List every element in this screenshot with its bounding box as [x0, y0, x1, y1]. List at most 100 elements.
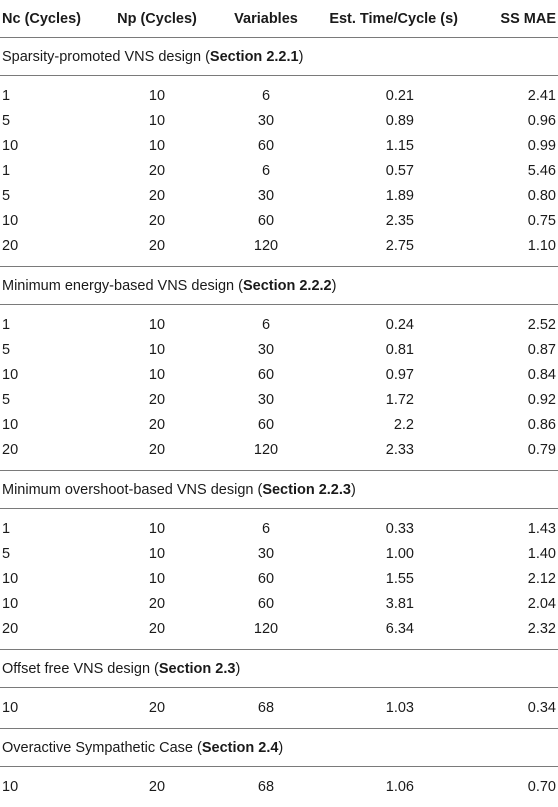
section-title-text: Sparsity-promoted VNS design ( — [2, 49, 210, 65]
cell-np: 10 — [98, 76, 216, 110]
cell-nc: 10 — [0, 134, 98, 159]
header-row: Nc (Cycles) Np (Cycles) Variables Est. T… — [0, 0, 558, 38]
cell-nc: 10 — [0, 363, 98, 388]
cell-est-time: 0.57 — [316, 159, 460, 184]
cell-np: 20 — [98, 388, 216, 413]
cell-np: 20 — [98, 159, 216, 184]
cell-np: 10 — [98, 363, 216, 388]
cell-est-time: 1.89 — [316, 184, 460, 209]
header-variables: Variables — [216, 0, 316, 38]
table-header: Nc (Cycles) Np (Cycles) Variables Est. T… — [0, 0, 558, 38]
cell-est-time: 0.24 — [316, 305, 460, 339]
cell-np: 20 — [98, 617, 216, 650]
section-title-close: ) — [332, 278, 337, 294]
cell-est-time: 2.33 — [316, 438, 460, 471]
cell-variables: 6 — [216, 159, 316, 184]
cell-variables: 68 — [216, 767, 316, 807]
cell-np: 10 — [98, 305, 216, 339]
cell-est-time: 0.97 — [316, 363, 460, 388]
cell-ss-mae: 0.96 — [460, 109, 558, 134]
section-title: Overactive Sympathetic Case (Section 2.4… — [0, 729, 558, 767]
section-title: Sparsity-promoted VNS design (Section 2.… — [0, 38, 558, 76]
section-reference: Section 2.4 — [202, 740, 279, 756]
cell-variables: 6 — [216, 76, 316, 110]
cell-est-time: 3.81 — [316, 592, 460, 617]
cell-ss-mae: 0.75 — [460, 209, 558, 234]
cell-variables: 6 — [216, 509, 316, 543]
cell-ss-mae: 1.40 — [460, 542, 558, 567]
cell-ss-mae: 0.79 — [460, 438, 558, 471]
cell-nc: 20 — [0, 438, 98, 471]
cell-ss-mae: 1.10 — [460, 234, 558, 267]
cell-np: 20 — [98, 438, 216, 471]
section-title: Minimum energy-based VNS design (Section… — [0, 267, 558, 305]
cell-ss-mae: 2.32 — [460, 617, 558, 650]
section-reference: Section 2.3 — [159, 661, 236, 677]
table-body: Sparsity-promoted VNS design (Section 2.… — [0, 38, 558, 807]
cell-est-time: 2.35 — [316, 209, 460, 234]
cell-ss-mae: 1.43 — [460, 509, 558, 543]
cell-np: 10 — [98, 134, 216, 159]
cell-variables: 120 — [216, 617, 316, 650]
cell-nc: 20 — [0, 617, 98, 650]
cell-nc: 5 — [0, 109, 98, 134]
cell-est-time: 0.89 — [316, 109, 460, 134]
cell-variables: 30 — [216, 184, 316, 209]
cell-variables: 60 — [216, 592, 316, 617]
cell-est-time: 0.21 — [316, 76, 460, 110]
cell-nc: 10 — [0, 767, 98, 807]
section-title-text: Offset free VNS design ( — [2, 661, 159, 677]
cell-np: 10 — [98, 338, 216, 363]
cell-np: 10 — [98, 567, 216, 592]
cell-ss-mae: 0.84 — [460, 363, 558, 388]
cell-variables: 30 — [216, 338, 316, 363]
cell-np: 20 — [98, 413, 216, 438]
cell-est-time: 1.72 — [316, 388, 460, 413]
cell-nc: 5 — [0, 184, 98, 209]
cell-nc: 10 — [0, 413, 98, 438]
cell-est-time: 1.55 — [316, 567, 460, 592]
cell-variables: 60 — [216, 363, 316, 388]
section-title-close: ) — [235, 661, 240, 677]
section-title-text: Overactive Sympathetic Case ( — [2, 740, 202, 756]
section-title: Offset free VNS design (Section 2.3) — [0, 650, 558, 688]
header-np: Np (Cycles) — [98, 0, 216, 38]
cell-nc: 1 — [0, 305, 98, 339]
section-title-close: ) — [278, 740, 283, 756]
cell-ss-mae: 2.41 — [460, 76, 558, 110]
cell-ss-mae: 0.87 — [460, 338, 558, 363]
cell-np: 20 — [98, 209, 216, 234]
section-reference: Section 2.2.3 — [262, 482, 351, 498]
cell-nc: 1 — [0, 76, 98, 110]
cell-np: 10 — [98, 509, 216, 543]
cell-variables: 60 — [216, 567, 316, 592]
cell-est-time: 0.33 — [316, 509, 460, 543]
cell-np: 20 — [98, 234, 216, 267]
cell-variables: 60 — [216, 209, 316, 234]
cell-nc: 10 — [0, 592, 98, 617]
cell-variables: 30 — [216, 109, 316, 134]
cell-nc: 10 — [0, 567, 98, 592]
cell-est-time: 0.81 — [316, 338, 460, 363]
cell-ss-mae: 0.70 — [460, 767, 558, 807]
cell-variables: 60 — [216, 134, 316, 159]
cell-ss-mae: 0.86 — [460, 413, 558, 438]
cell-np: 20 — [98, 592, 216, 617]
section-reference: Section 2.2.2 — [243, 278, 332, 294]
section-reference: Section 2.2.1 — [210, 49, 299, 65]
cell-np: 10 — [98, 109, 216, 134]
cell-nc: 1 — [0, 159, 98, 184]
cell-variables: 60 — [216, 413, 316, 438]
